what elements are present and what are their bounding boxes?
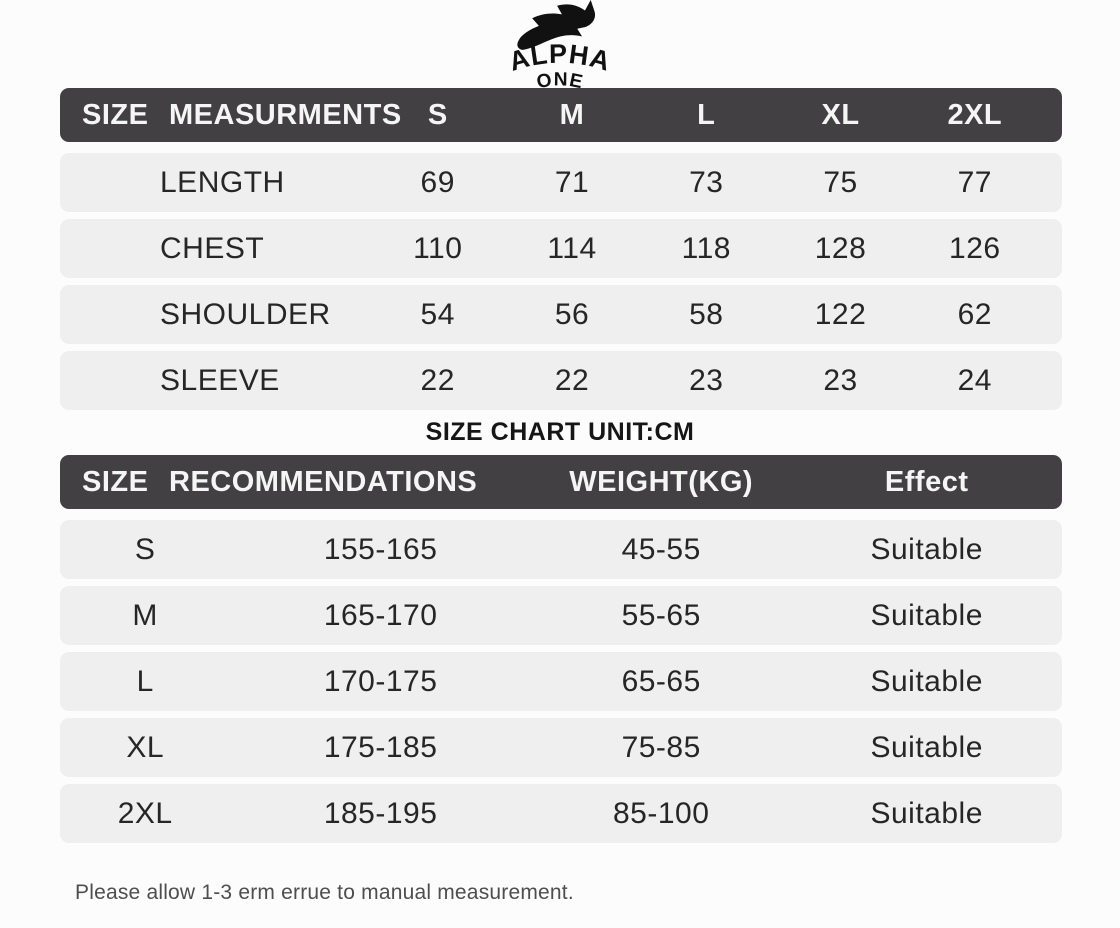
value-s: 110 xyxy=(413,231,463,265)
value-xl: 75 xyxy=(823,165,858,199)
value-s: 22 xyxy=(420,363,455,397)
size-measurements-table: SIZE MEASURMENTS S M L XL 2XL LENGTH 69 … xyxy=(60,88,1062,410)
eagle-silhouette xyxy=(517,0,596,50)
size-cell: M xyxy=(132,598,158,632)
value-s: 54 xyxy=(420,297,455,331)
row-label: LENGTH xyxy=(160,165,285,199)
brand-name-bottom-text: ONE xyxy=(535,69,584,93)
value-m: 56 xyxy=(554,297,590,331)
value-l: 58 xyxy=(689,297,724,331)
recommendation-row-m: M 165-170 55-65 Suitable xyxy=(60,586,1062,645)
value-xl: 122 xyxy=(814,297,867,331)
height-cell: 155-165 xyxy=(323,532,438,566)
recommendation-row-xl: XL 175-185 75-85 Suitable xyxy=(60,718,1062,777)
weight-cell: 55-65 xyxy=(621,598,701,632)
column-header-weight: WEIGHT(KG) xyxy=(569,465,754,498)
weight-cell: 75-85 xyxy=(621,730,701,764)
column-header-xl: XL xyxy=(821,98,860,131)
column-header-s: S xyxy=(427,98,448,131)
effect-cell: Suitable xyxy=(870,796,983,830)
size-cell: 2XL xyxy=(117,796,173,830)
column-header-m: M xyxy=(559,98,585,131)
measurements-header-row: SIZE MEASURMENTS S M L XL 2XL xyxy=(60,88,1062,142)
height-cell: 165-170 xyxy=(323,598,438,632)
measurements-title: SIZE MEASURMENTS xyxy=(82,98,402,131)
footer-note: Please allow 1-3 erm errue to manual mea… xyxy=(75,881,574,904)
column-header-effect: Effect xyxy=(884,465,969,498)
effect-cell: Suitable xyxy=(870,730,983,764)
eagle-icon: ALPHA ONE xyxy=(506,0,613,93)
effect-cell: Suitable xyxy=(870,664,983,698)
row-label: SLEEVE xyxy=(160,363,280,397)
table-row-sleeve: SLEEVE 22 22 23 23 24 xyxy=(60,351,1062,410)
value-2xl: 24 xyxy=(957,363,992,397)
recommendation-row-s: S 155-165 45-55 Suitable xyxy=(60,520,1062,579)
value-s: 69 xyxy=(420,165,455,199)
value-2xl: 62 xyxy=(957,297,992,331)
effect-cell: Suitable xyxy=(870,532,983,566)
value-2xl: 77 xyxy=(957,165,992,199)
table-row-length: LENGTH 69 71 73 75 77 xyxy=(60,153,1062,212)
size-recommendations-table: SIZE RECOMMENDATIONS WEIGHT(KG) Effect S… xyxy=(60,455,1062,843)
effect-cell: Suitable xyxy=(870,598,983,632)
recommendations-header-row: SIZE RECOMMENDATIONS WEIGHT(KG) Effect xyxy=(60,455,1062,509)
size-cell: S xyxy=(134,532,156,566)
weight-cell: 45-55 xyxy=(621,532,701,566)
value-xl: 128 xyxy=(814,231,867,265)
size-cell: L xyxy=(136,664,154,698)
weight-cell: 65-65 xyxy=(621,664,701,698)
height-cell: 170-175 xyxy=(323,664,438,698)
table-row-shoulder: SHOULDER 54 56 58 122 62 xyxy=(60,285,1062,344)
row-label: SHOULDER xyxy=(160,297,331,331)
value-m: 71 xyxy=(554,165,590,199)
recommendations-title: SIZE RECOMMENDATIONS xyxy=(82,465,478,498)
recommendation-row-l: L 170-175 65-65 Suitable xyxy=(60,652,1062,711)
column-header-2xl: 2XL xyxy=(947,98,1003,131)
size-cell: XL xyxy=(126,730,165,764)
height-cell: 185-195 xyxy=(323,796,438,830)
value-l: 23 xyxy=(689,363,724,397)
brand-logo: ALPHA ONE xyxy=(0,0,1120,93)
value-m: 114 xyxy=(547,231,597,265)
row-label: CHEST xyxy=(160,231,265,265)
recommendation-row-2xl: 2XL 185-195 85-100 Suitable xyxy=(60,784,1062,843)
value-l: 118 xyxy=(681,231,731,265)
height-cell: 175-185 xyxy=(323,730,438,764)
table-row-chest: CHEST 110 114 118 128 126 xyxy=(60,219,1062,278)
value-xl: 23 xyxy=(823,363,858,397)
size-chart-unit-note: SIZE CHART UNIT:CM xyxy=(425,417,695,446)
brand-name-bottom: ONE xyxy=(535,69,585,93)
weight-cell: 85-100 xyxy=(612,796,710,830)
value-m: 22 xyxy=(554,363,590,397)
column-header-l: L xyxy=(697,98,716,131)
value-l: 73 xyxy=(689,165,724,199)
value-2xl: 126 xyxy=(949,231,1001,265)
